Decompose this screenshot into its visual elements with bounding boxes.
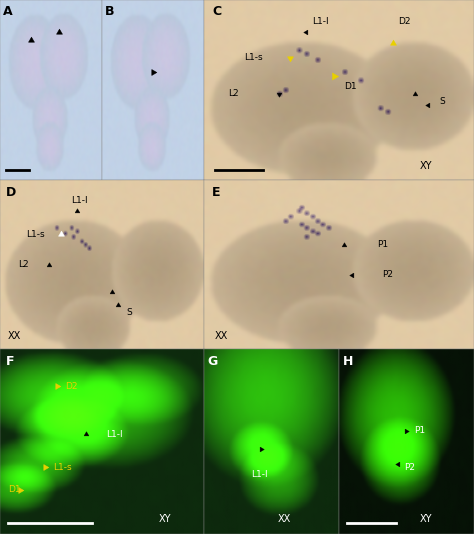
- Text: S: S: [127, 308, 132, 317]
- Text: L1-l: L1-l: [312, 17, 328, 26]
- Text: P2: P2: [382, 271, 393, 279]
- Text: L1-s: L1-s: [245, 53, 263, 62]
- Text: S: S: [439, 97, 445, 106]
- Text: XX: XX: [278, 514, 292, 524]
- Text: D: D: [6, 185, 17, 199]
- Text: L1-l: L1-l: [71, 196, 88, 205]
- Text: XY: XY: [159, 514, 172, 524]
- Text: B: B: [105, 5, 114, 18]
- Text: L1-l: L1-l: [106, 430, 123, 439]
- Text: E: E: [212, 185, 220, 199]
- Text: L1-s: L1-s: [53, 463, 72, 472]
- Text: L2: L2: [228, 89, 239, 98]
- Text: F: F: [6, 355, 15, 368]
- Text: C: C: [212, 5, 221, 18]
- Text: D1: D1: [8, 485, 21, 494]
- Text: XX: XX: [8, 331, 21, 341]
- Text: XX: XX: [215, 331, 228, 341]
- Text: G: G: [208, 355, 218, 368]
- Text: L1-l: L1-l: [251, 470, 268, 480]
- Text: P1: P1: [415, 426, 426, 435]
- Text: A: A: [3, 5, 13, 18]
- Text: P1: P1: [377, 240, 388, 249]
- Text: XY: XY: [420, 161, 432, 171]
- Text: XY: XY: [420, 514, 432, 524]
- Text: P2: P2: [404, 463, 415, 472]
- Text: H: H: [343, 355, 353, 368]
- Text: L2: L2: [18, 261, 29, 269]
- Text: D2: D2: [398, 17, 411, 26]
- Text: D1: D1: [344, 82, 357, 91]
- Text: L1-s: L1-s: [27, 230, 45, 239]
- Text: D2: D2: [65, 382, 78, 391]
